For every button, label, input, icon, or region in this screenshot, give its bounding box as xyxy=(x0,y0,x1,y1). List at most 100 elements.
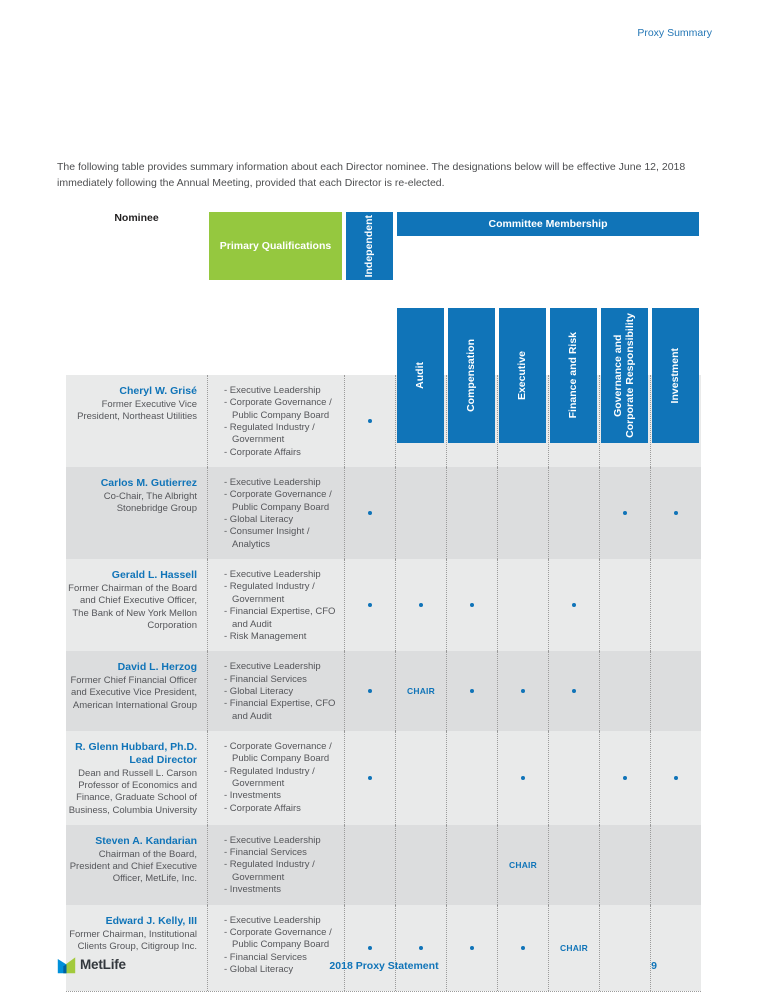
chair-badge: CHAIR xyxy=(509,859,537,870)
membership-cell xyxy=(599,467,650,560)
column-header-committee: Finance and Risk xyxy=(550,308,597,443)
membership-cell xyxy=(497,467,548,560)
qualification-item: - Regulated Industry / Government xyxy=(224,581,315,605)
qualification-item: - Corporate Governance / Public Company … xyxy=(224,397,332,421)
qualification-item: - Corporate Affairs xyxy=(224,446,301,458)
committee-label: Compensation xyxy=(465,339,478,412)
membership-dot-icon xyxy=(419,945,423,950)
membership-dot-icon xyxy=(674,511,678,516)
qualification-item: - Financial Expertise, CFO and Audit xyxy=(224,698,336,722)
membership-dot-icon xyxy=(521,775,525,780)
qualification-item: - Executive Leadership xyxy=(224,914,321,926)
membership-cell xyxy=(599,651,650,731)
footer-document-title: 2018 Proxy Statement xyxy=(329,960,439,972)
membership-dot-icon xyxy=(419,603,423,608)
committee-label: Executive xyxy=(516,350,529,401)
membership-cell xyxy=(650,651,701,731)
qualification-item: - Executive Leadership xyxy=(224,661,321,673)
membership-dot-icon xyxy=(623,511,627,516)
page-footer: MetLife 2018 Proxy Statement 9 xyxy=(0,953,768,981)
nominee-title: Former Executive Vice President, Northea… xyxy=(77,399,197,423)
membership-cell xyxy=(548,730,599,825)
column-header-committee: Compensation xyxy=(448,308,495,443)
column-header-committee: Executive xyxy=(499,308,546,443)
membership-cell xyxy=(650,824,701,905)
membership-cell xyxy=(650,904,701,991)
membership-cell xyxy=(650,559,701,652)
column-header-primary-qualifications: Primary Qualifications xyxy=(209,212,342,280)
membership-cell xyxy=(599,824,650,905)
membership-cell xyxy=(446,730,497,825)
qualification-item: - Financial Services xyxy=(224,673,307,685)
committee-label: Finance and Risk xyxy=(567,332,580,419)
committee-label: Governance and Corporate Responsibility xyxy=(612,313,637,438)
metlife-logo-icon xyxy=(57,957,76,974)
nominee-name: David L. Herzog xyxy=(117,661,197,674)
membership-cell xyxy=(344,559,395,652)
chair-badge: CHAIR xyxy=(560,942,588,953)
membership-cell xyxy=(395,559,446,652)
column-header-committee: Audit xyxy=(397,308,444,443)
membership-cell xyxy=(446,824,497,905)
nominee-name: Edward J. Kelly, III xyxy=(105,914,197,927)
nominee-title: Chairman of the Board, President and Chi… xyxy=(69,848,197,885)
qualification-item: - Corporate Governance / Public Company … xyxy=(224,926,332,951)
qualifications-cell: - Executive Leadership - Regulated Indust… xyxy=(207,559,344,652)
qualification-item: - Executive Leadership xyxy=(224,569,321,581)
membership-dot-icon xyxy=(470,603,474,608)
membership-cell xyxy=(395,730,446,825)
nominee-cell: Steven A. Kandarian Chairman of the Boar… xyxy=(66,825,207,905)
membership-cell xyxy=(446,651,497,731)
membership-dot-icon xyxy=(521,945,525,950)
qualification-item: - Regulated Industry / Government xyxy=(224,859,315,883)
membership-cell: CHAIR xyxy=(395,651,446,731)
nominee-cell: Cheryl W. Grisé Former Executive Vice Pr… xyxy=(66,375,207,467)
membership-dot-icon xyxy=(470,689,474,694)
membership-cell xyxy=(497,904,548,991)
membership-cell xyxy=(548,467,599,560)
membership-cell xyxy=(344,375,395,468)
qualification-item: - Global Literacy xyxy=(224,685,294,697)
nominee-name: Steven A. Kandarian xyxy=(95,834,197,847)
qualification-item: - Risk Management xyxy=(224,630,307,642)
membership-cell xyxy=(548,651,599,731)
qualification-item: - Financial Services xyxy=(224,847,307,859)
membership-cell: CHAIR xyxy=(548,904,599,991)
column-header-independent: Independent xyxy=(346,212,393,280)
nominee-cell: David L. Herzog Former Chief Financial O… xyxy=(66,651,207,731)
qualification-item: - Regulated Industry / Government xyxy=(224,765,315,789)
nominee-title: Former Chairman of the Board and Chief E… xyxy=(68,583,197,631)
membership-cell xyxy=(599,730,650,825)
membership-cell xyxy=(446,467,497,560)
qualifications-cell: - Corporate Governance / Public Company … xyxy=(207,730,344,825)
nominee-table: Nominee Primary Qualifications Independe… xyxy=(66,212,701,992)
table-row: Carlos M. Gutierrez Co-Chair, The Albrig… xyxy=(66,467,701,560)
membership-cell xyxy=(395,824,446,905)
nominee-title: Former Chairman, Institutional Clients G… xyxy=(69,928,197,952)
nominee-title: Co-Chair, The Albright Stonebridge Group xyxy=(103,491,197,515)
qualification-item: - Executive Leadership xyxy=(224,834,321,846)
membership-cell xyxy=(650,467,701,560)
nominee-cell: Edward J. Kelly, III Former Chairman, In… xyxy=(66,905,207,991)
membership-cell xyxy=(650,730,701,825)
qualification-item: - Executive Leadership xyxy=(224,385,321,396)
membership-dot-icon xyxy=(572,689,576,694)
committee-membership-header: Committee Membership xyxy=(397,212,699,236)
membership-cell: CHAIR xyxy=(497,824,548,905)
membership-cell xyxy=(497,559,548,652)
qualification-item: - Corporate Governance / Public Company … xyxy=(224,489,332,513)
qualification-item: - Executive Leadership xyxy=(224,477,321,489)
table-body: Cheryl W. Grisé Former Executive Vice Pr… xyxy=(66,375,701,992)
qualification-item: - Consumer Insight / Analytics xyxy=(224,526,310,550)
membership-cell xyxy=(548,559,599,652)
column-header-nominee: Nominee xyxy=(114,212,159,224)
chair-badge: CHAIR xyxy=(407,686,435,697)
membership-cell xyxy=(599,559,650,652)
membership-cell xyxy=(344,730,395,825)
nominee-name: R. Glenn Hubbard, Ph.D. xyxy=(75,740,197,753)
qualifications-cell: - Executive Leadership - Corporate Govern… xyxy=(207,467,344,560)
membership-cell xyxy=(395,904,446,991)
qualification-item: - Financial Services xyxy=(224,951,307,963)
membership-cell xyxy=(650,375,701,468)
